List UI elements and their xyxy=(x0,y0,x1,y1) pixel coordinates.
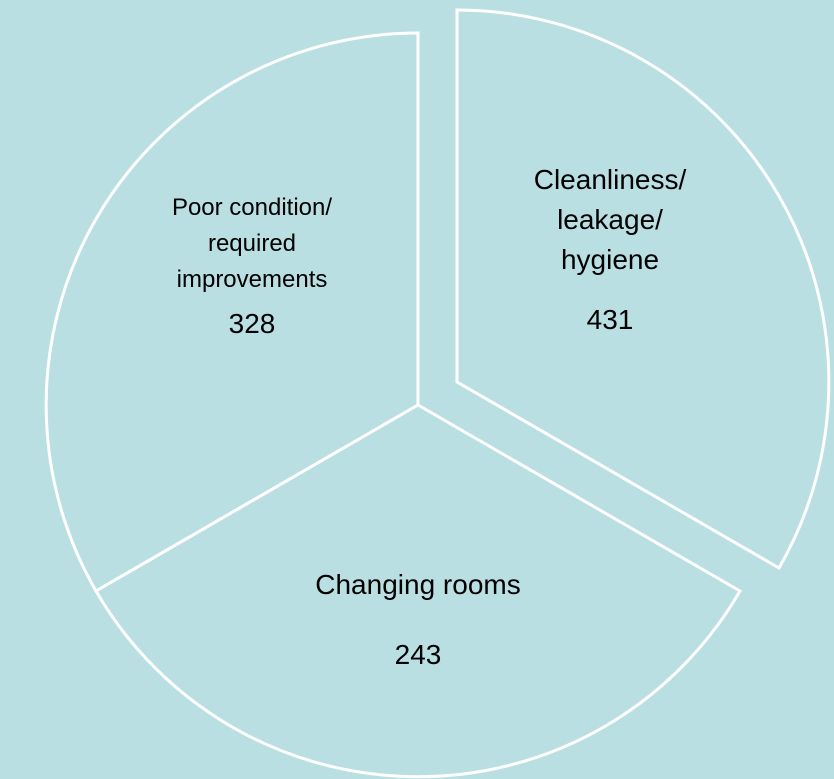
segment-cleanliness xyxy=(455,8,831,571)
segment-label: Poor condition/ required improvements xyxy=(171,194,333,293)
segment-changing-rooms xyxy=(93,403,743,779)
segment-count: 243 xyxy=(394,639,442,670)
segment-label: Cleanliness/ leakage/ hygiene xyxy=(533,164,687,275)
label-cleanliness: Cleanliness/ leakage/ hygiene 431 xyxy=(522,160,698,348)
segment-count: 431 xyxy=(586,304,634,335)
segment-count: 328 xyxy=(228,308,276,339)
segment-label: Changing rooms xyxy=(315,569,521,600)
label-poor-condition: Poor condition/ required improvements 32… xyxy=(168,190,336,346)
label-changing-rooms: Changing rooms 243 xyxy=(238,563,598,677)
segment-poor-condition xyxy=(44,31,420,594)
